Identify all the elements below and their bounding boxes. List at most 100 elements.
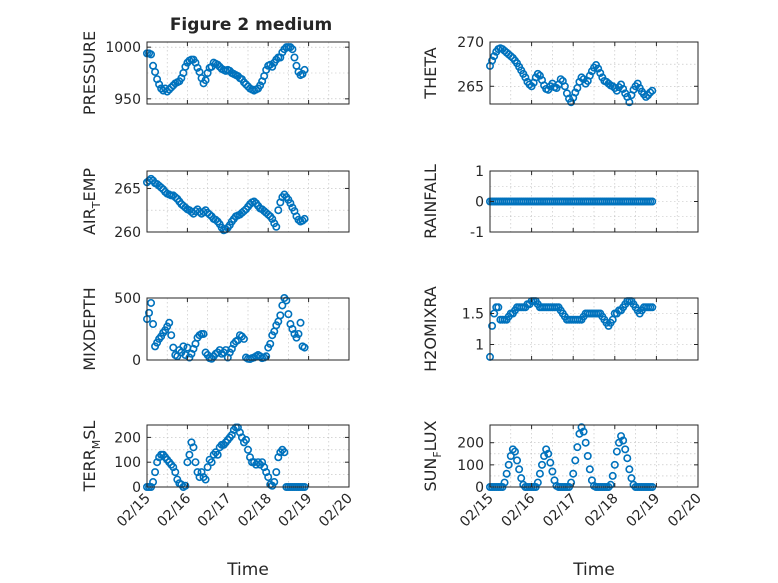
data-point — [185, 450, 194, 459]
x-tick-label: 02/18 — [582, 491, 622, 531]
data-point — [585, 465, 594, 474]
y-axis-label: THETA — [421, 47, 440, 99]
axes-box — [146, 297, 350, 361]
data-point — [272, 222, 281, 231]
data-point — [213, 60, 222, 69]
data-point — [163, 87, 172, 96]
data-point — [264, 210, 273, 219]
data-point — [579, 75, 588, 84]
data-point — [542, 445, 551, 454]
data-point — [556, 75, 565, 84]
data-point — [619, 84, 628, 93]
data-point — [569, 469, 578, 478]
data-point — [239, 334, 248, 343]
y-tick-label: 100 — [457, 458, 484, 474]
data-point — [627, 474, 636, 483]
data-point — [535, 469, 544, 478]
subplot-terr_msl: 0 100 200 TERRMSL 02/15 02/16 02/17 02/18 02/19 0… — [80, 421, 356, 580]
data-point — [266, 339, 275, 348]
data-point — [502, 469, 511, 478]
data-point — [286, 199, 295, 208]
data-point — [596, 69, 605, 78]
data-point — [488, 56, 497, 65]
x-tick-label: 02/16 — [154, 490, 194, 530]
data-point — [567, 98, 576, 107]
data-point — [575, 429, 584, 438]
y-tick-label: 0 — [475, 195, 484, 211]
data-point — [207, 458, 216, 467]
data-point — [608, 471, 617, 480]
data-point — [581, 438, 590, 447]
data-point — [606, 480, 615, 489]
data-point — [282, 296, 291, 305]
data-point — [205, 210, 214, 219]
data-point — [546, 458, 555, 467]
subplot-sun_flux: 0 100 200 SUNFLUX 02/15 02/16 02/17 02/18 02/19 0… — [421, 420, 705, 580]
data-point — [617, 80, 626, 89]
data-point — [583, 451, 592, 460]
axes-box — [489, 424, 699, 488]
data-point — [633, 79, 642, 88]
data-point — [510, 447, 519, 456]
data-point — [525, 80, 534, 89]
data-point — [147, 298, 156, 307]
data-point — [211, 215, 220, 224]
data-point — [623, 454, 632, 463]
data-point — [298, 216, 307, 225]
subplot-theta: 265 270 THETA — [421, 35, 699, 107]
y-tick-label: 500 — [114, 291, 141, 307]
data-point — [488, 321, 497, 330]
data-point — [274, 206, 283, 215]
data-point — [506, 451, 515, 460]
y-tick-label: 270 — [457, 35, 484, 51]
data-point — [262, 352, 271, 361]
data-point — [239, 207, 248, 216]
data-point — [147, 174, 156, 183]
data-point — [298, 70, 307, 79]
data-point — [610, 460, 619, 469]
data-point — [594, 64, 603, 73]
data-point — [272, 468, 281, 477]
data-point — [280, 448, 289, 457]
y-tick-label: -1 — [470, 225, 484, 241]
data-point — [250, 197, 259, 206]
subplot-rainfall: -1 0 1 RAINFALL — [421, 164, 699, 241]
data-point — [272, 55, 281, 64]
subplot-pressure: 950 1000 PRESSURE — [80, 31, 350, 115]
data-point — [167, 331, 176, 340]
data-point — [579, 427, 588, 436]
data-point — [167, 83, 176, 92]
data-point — [213, 450, 222, 459]
y-tick-label: 100 — [114, 455, 141, 471]
data-point — [241, 80, 250, 89]
data-point — [147, 50, 156, 59]
subplot-mixdepth: 0 500 MIXDEPTH — [80, 287, 350, 371]
data-point — [494, 303, 503, 312]
data-point — [540, 451, 549, 460]
subplot-h2omixra: 1 1.5 H2OMIXRA — [421, 286, 699, 372]
data-point — [262, 65, 271, 74]
data-point — [256, 81, 265, 90]
data-point — [300, 65, 309, 74]
data-point — [181, 62, 190, 71]
data-point — [189, 443, 198, 452]
y-tick-label: 1.5 — [462, 307, 484, 323]
data-point — [284, 310, 293, 319]
x-tick-label: 02/20 — [665, 491, 705, 531]
y-tick-label: 265 — [457, 79, 484, 95]
data-point — [300, 343, 309, 352]
data-point — [573, 443, 582, 452]
data-point — [506, 52, 515, 61]
data-point — [648, 303, 657, 312]
x-tick-label: 02/17 — [195, 491, 235, 531]
data-point — [241, 435, 250, 444]
data-point — [490, 52, 499, 61]
data-point — [508, 445, 517, 454]
y-axis-label: MIXDEPTH — [80, 287, 99, 370]
data-point — [239, 78, 248, 87]
data-point — [625, 98, 634, 107]
data-point — [646, 88, 655, 97]
data-point — [288, 45, 297, 54]
data-point — [149, 478, 158, 487]
